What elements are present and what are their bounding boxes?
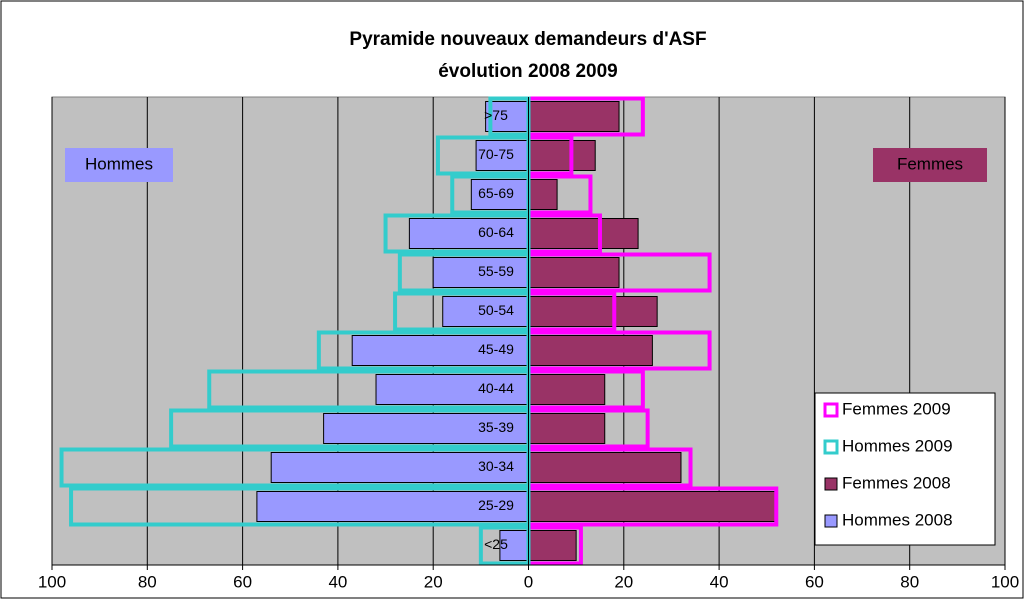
category-label: 50-54: [478, 302, 514, 318]
bar: [528, 101, 620, 132]
x-tick-label: 0: [524, 572, 533, 591]
legend-label: Femmes 2008: [842, 473, 951, 492]
bar: [528, 335, 653, 366]
bar: [528, 452, 682, 483]
x-tick-label: 60: [805, 572, 824, 591]
legend-marker: [824, 514, 838, 528]
x-tick-label: 40: [328, 572, 347, 591]
chart-title: Pyramide nouveaux demandeurs d'ASF: [349, 29, 706, 50]
legend-marker: [824, 477, 838, 491]
bar: [270, 452, 529, 483]
legend-marker: [823, 402, 839, 418]
category-label: <25: [484, 536, 508, 552]
bar: [475, 140, 529, 171]
x-tick-label: 80: [138, 572, 157, 591]
category-label: 45-49: [478, 341, 514, 357]
bar: [485, 101, 529, 132]
x-tick-label: 40: [710, 572, 729, 591]
category-label: 35-39: [478, 419, 514, 435]
bar: [351, 335, 529, 366]
x-tick-label: 80: [900, 572, 919, 591]
bar: [375, 374, 529, 405]
bar: [528, 530, 577, 561]
category-label: 30-34: [478, 458, 514, 474]
x-tick-label: 20: [424, 572, 443, 591]
legend-label: Hommes 2008: [842, 510, 953, 529]
category-label: 25-29: [478, 497, 514, 513]
x-tick-label: 20: [614, 572, 633, 591]
chart-subtitle: évolution 2008 2009: [438, 61, 618, 82]
legend-marker: [823, 439, 839, 455]
x-tick-label: 100: [991, 572, 1019, 591]
bar: [499, 530, 530, 561]
bar: [528, 491, 777, 522]
bar: [470, 179, 530, 210]
category-label: 65-69: [478, 185, 514, 201]
category-label: 55-59: [478, 263, 514, 279]
category-label: 40-44: [478, 380, 514, 396]
bar: [432, 257, 530, 288]
bar: [528, 218, 639, 249]
x-tick-label: 60: [233, 572, 252, 591]
bar: [528, 140, 596, 171]
bar: [528, 179, 558, 210]
bar: [323, 413, 530, 444]
category-label: 60-64: [478, 224, 514, 240]
bar: [528, 257, 620, 288]
category-label: >75: [484, 107, 508, 123]
x-tick-label: 100: [38, 572, 66, 591]
annotation-box: [65, 148, 173, 182]
legend-label: Femmes 2009: [842, 399, 951, 418]
annotation-label: Femmes: [897, 154, 963, 173]
legend-label: Hommes 2009: [842, 436, 953, 455]
annotation-box: [873, 148, 987, 182]
category-label: 70-75: [478, 146, 514, 162]
annotation-label: Hommes: [85, 154, 153, 173]
bar: [528, 296, 658, 327]
bar: [528, 374, 606, 405]
bar: [528, 413, 606, 444]
bar: [256, 491, 529, 522]
legend-box: [814, 392, 996, 546]
